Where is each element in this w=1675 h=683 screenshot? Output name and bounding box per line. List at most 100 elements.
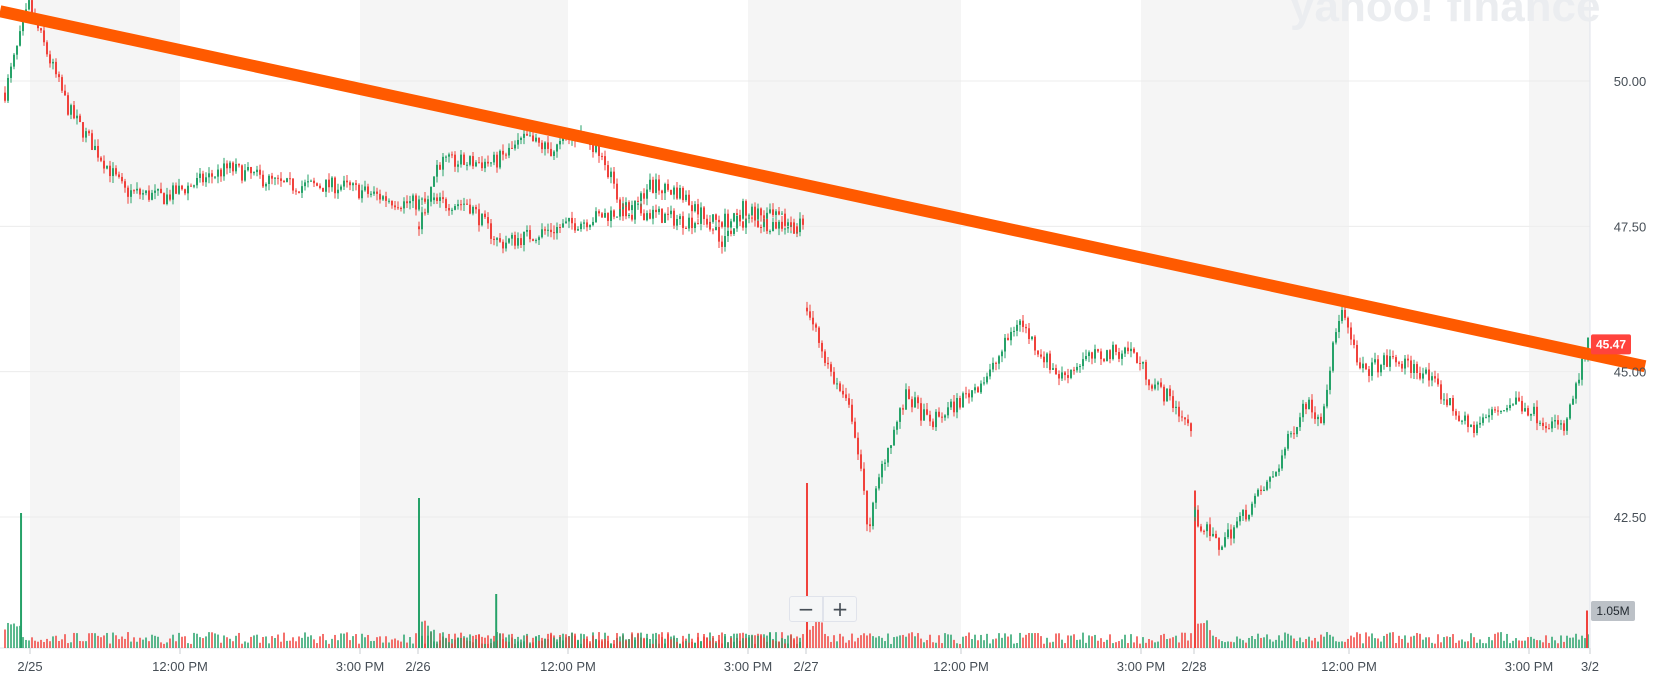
volume-bar	[1386, 633, 1388, 648]
candle-body	[652, 209, 654, 219]
candle-body	[631, 214, 633, 220]
volume-bar	[91, 633, 93, 648]
candle-body	[1500, 411, 1502, 413]
volume-bar	[16, 626, 18, 648]
candle-body	[79, 115, 81, 123]
volume-bar	[1326, 632, 1328, 648]
candle-body	[205, 177, 207, 183]
candle-body	[1446, 399, 1448, 406]
candle-body	[1085, 356, 1087, 360]
zoom-in-button[interactable]: +	[823, 596, 857, 622]
volume-bar	[1070, 635, 1072, 648]
candle-body	[598, 139, 600, 156]
volume-bar	[1088, 635, 1090, 648]
volume-bar	[772, 640, 774, 648]
candle-body	[790, 222, 792, 226]
candle-body	[547, 229, 549, 231]
volume-bar	[1560, 635, 1562, 648]
volume-bar	[166, 642, 168, 648]
candle-body	[1263, 489, 1265, 492]
zoom-out-button[interactable]: −	[789, 596, 823, 622]
candle-body	[1533, 406, 1535, 415]
volume-bar	[1431, 642, 1433, 648]
candle-body	[905, 389, 907, 410]
candle-body	[1317, 416, 1319, 420]
volume-bar	[1001, 637, 1003, 648]
candle-body	[1563, 423, 1565, 431]
candle-body	[328, 179, 330, 188]
volume-bar	[46, 638, 48, 648]
volume-bar	[1398, 635, 1400, 648]
volume-bar	[703, 634, 705, 648]
candle-body	[373, 191, 375, 194]
last-price-label: 45.47	[1596, 337, 1626, 351]
candle-body	[466, 164, 468, 166]
candle-body	[754, 206, 756, 220]
candle-body	[1230, 529, 1232, 539]
candle-body	[409, 201, 411, 204]
candle-body	[250, 167, 252, 174]
volume-bar	[1434, 643, 1436, 648]
volume-bar	[1290, 635, 1292, 648]
volume-bar	[325, 640, 327, 648]
volume-bar	[130, 641, 132, 648]
volume-bar	[899, 635, 901, 648]
candle-body	[616, 183, 618, 200]
candle-body	[310, 180, 312, 182]
candle-body	[274, 177, 276, 179]
candle-body	[1091, 352, 1093, 359]
candle-body	[595, 211, 597, 222]
candle-body	[385, 196, 387, 201]
volume-bar	[508, 634, 510, 648]
candle-body	[1416, 364, 1418, 373]
candle-body	[496, 238, 498, 240]
x-tick-label: 2/26	[405, 659, 430, 674]
volume-bar	[1254, 639, 1256, 648]
candle-body	[634, 200, 636, 220]
candle-body	[923, 409, 925, 421]
volume-bar	[769, 632, 771, 648]
candle-body	[1260, 489, 1262, 492]
candle-body	[286, 178, 288, 182]
volume-bar	[178, 632, 180, 648]
candle-body	[772, 209, 774, 215]
candle-body	[1145, 362, 1147, 380]
candle-body	[511, 234, 513, 239]
volume-spike	[418, 498, 420, 648]
volume-bar	[76, 633, 78, 648]
volume-bar	[34, 640, 36, 648]
volume-bar	[1281, 640, 1283, 648]
volume-bar	[181, 636, 183, 648]
volume-bar	[1320, 634, 1322, 648]
volume-bar	[355, 634, 357, 648]
volume-bar	[1257, 633, 1259, 648]
volume-bar	[586, 638, 588, 648]
candle-body	[157, 188, 159, 191]
volume-bar	[1100, 638, 1102, 648]
candle-body	[175, 185, 177, 194]
candle-body	[920, 403, 922, 421]
candle-body	[145, 190, 147, 194]
volume-bar	[739, 633, 741, 648]
candle-body	[535, 137, 537, 142]
volume-bar	[935, 642, 937, 648]
candle-body	[484, 213, 486, 218]
candle-body	[349, 182, 351, 186]
volume-bar	[709, 632, 711, 648]
volume-bar	[1115, 642, 1117, 648]
volume-bar	[295, 641, 297, 648]
volume-bar	[1151, 640, 1153, 648]
volume-bar	[1563, 641, 1565, 648]
volume-bar	[1467, 641, 1469, 648]
volume-bar	[1172, 637, 1174, 648]
volume-bar	[1506, 633, 1508, 648]
volume-bar	[1067, 635, 1069, 648]
candle-body	[220, 169, 222, 177]
candle-body	[1067, 375, 1069, 378]
volume-bar	[757, 635, 759, 648]
candle-body	[1154, 384, 1156, 389]
volume-bar	[1278, 635, 1280, 648]
volume-bar	[385, 636, 387, 648]
